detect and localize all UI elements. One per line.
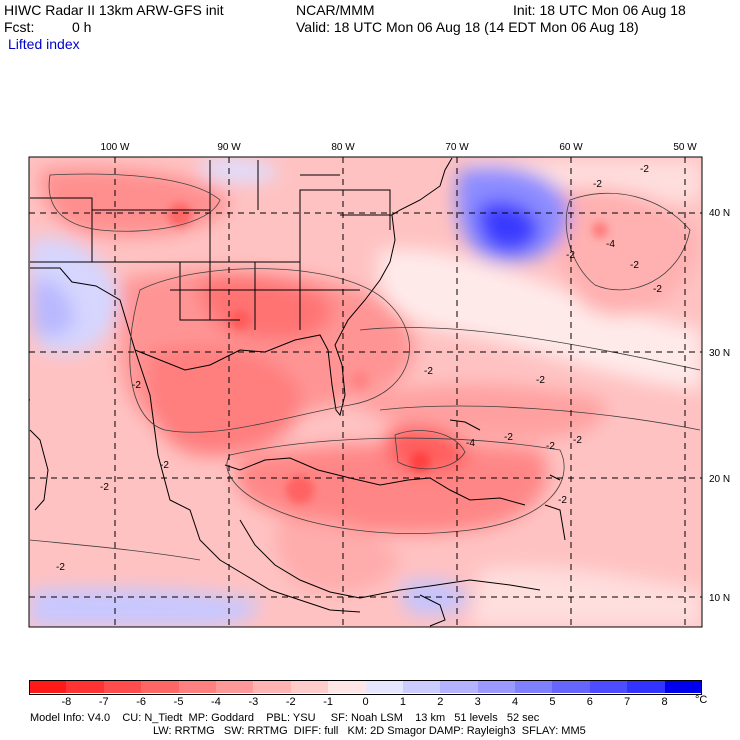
- contour-label: -2: [630, 260, 639, 271]
- org-label: NCAR/MMM: [296, 2, 375, 18]
- lat-lon-grid: [29, 157, 702, 627]
- model-title: HIWC Radar II 13km ARW-GFS init: [4, 2, 224, 18]
- fcst-value: 0 h: [72, 19, 92, 35]
- colorbar-tick-label: 3: [474, 696, 481, 708]
- contour-label: -2: [566, 250, 575, 261]
- contour-label: -2: [160, 460, 169, 471]
- colorbar-swatch: [253, 680, 292, 693]
- field-name: Lifted index: [8, 36, 80, 52]
- colorbar-swatch: [215, 680, 254, 693]
- lat-label: 20 N: [709, 474, 730, 485]
- colorbar-swatch: [477, 680, 516, 693]
- lon-label: 90 W: [217, 142, 241, 153]
- shaded-field: [29, 157, 702, 627]
- colorbar-swatch: [103, 680, 142, 693]
- colorbar-swatch: [290, 680, 329, 693]
- contour-label: -2: [424, 366, 433, 377]
- lat-labels: 40 N 30 N 20 N 10 N: [709, 208, 730, 604]
- contour-label: -2: [100, 482, 109, 493]
- colorbar-tick-label: 0: [362, 696, 369, 708]
- contour-label: -2: [653, 284, 662, 295]
- colorbar-tick-label: -8: [61, 696, 72, 708]
- contour-label: -2: [546, 441, 555, 452]
- colorbar-tick-label: 7: [624, 696, 631, 708]
- contour-label-group: -2 -2 -2 -2 -2 -4 -2 -2 -2 -4 -2 -2 -2 -…: [56, 164, 662, 573]
- colorbar-swatch: [552, 680, 591, 693]
- colorbar-swatch: [627, 680, 666, 693]
- colorbar-swatch: [29, 680, 67, 693]
- colorbar-swatch: [66, 680, 105, 693]
- colorbar-swatch: [440, 680, 479, 693]
- contour-label: -4: [606, 239, 615, 250]
- colorbar-swatch: [515, 680, 553, 693]
- contour-label: -2: [504, 432, 513, 443]
- colorbar-tick-label: 6: [586, 696, 593, 708]
- colorbar-swatch: [141, 680, 180, 693]
- lon-label: 80 W: [331, 142, 355, 153]
- colorbar-tick-label: -5: [173, 696, 184, 708]
- colorbar-tick-label: 1: [399, 696, 406, 708]
- colorbar-swatch: [664, 680, 703, 693]
- contour-label: -2: [558, 495, 567, 506]
- lon-label: 100 W: [101, 142, 130, 153]
- contour-label: -4: [466, 438, 475, 449]
- colorbar-border: [29, 680, 702, 695]
- valid-time: Valid: 18 UTC Mon 06 Aug 18 (14 EDT Mon …: [296, 19, 639, 35]
- colorbar-tick-label: -7: [98, 696, 109, 708]
- colorbar-tick-label: 2: [437, 696, 444, 708]
- lat-label: 30 N: [709, 348, 730, 359]
- lon-label: 50 W: [673, 142, 697, 153]
- contour-label: -2: [132, 380, 141, 391]
- lon-label: 70 W: [445, 142, 469, 153]
- lon-labels: 100 W 90 W 80 W 70 W 60 W 50 W: [101, 142, 698, 153]
- init-time: Init: 18 UTC Mon 06 Aug 18: [513, 2, 686, 18]
- lon-label: 60 W: [559, 142, 583, 153]
- fcst-label: Fcst:: [4, 19, 35, 35]
- colorbar-tick-label: 4: [511, 696, 519, 708]
- colorbar-unit: °C: [695, 694, 708, 706]
- colorbar-swatch: [402, 680, 441, 693]
- colorbar-swatch: [178, 680, 217, 693]
- colorbar-swatch: [589, 680, 628, 693]
- colorbar-swatch: [328, 680, 366, 693]
- colorbar-tick-label: -1: [323, 696, 333, 708]
- lat-label: 40 N: [709, 208, 730, 219]
- colorbar-tick-label: -4: [211, 696, 221, 708]
- colorbar-tick-label: -6: [136, 696, 147, 708]
- lat-label: 10 N: [709, 593, 730, 604]
- contour-label: -2: [640, 164, 649, 175]
- contour-label: -2: [536, 375, 545, 386]
- model-info-line2: LW: RRTMG SW: RRTMG DIFF: full KM: 2D Sm…: [153, 725, 586, 737]
- contour-label: -2: [56, 562, 65, 573]
- contour-label: -2: [573, 435, 582, 446]
- colorbar-tick-label: 5: [549, 696, 556, 708]
- colorbar-tick-label: -3: [248, 696, 259, 708]
- contours: [29, 173, 701, 561]
- contour-label: -2: [593, 179, 602, 190]
- colorbar-tick-label: -2: [285, 696, 296, 708]
- model-info-line1: Model Info: V4.0 CU: N_Tiedt MP: Goddard…: [30, 712, 540, 724]
- colorbar-swatch: [365, 680, 404, 693]
- map-frame: [28, 156, 703, 628]
- colorbar-tick-label: 8: [661, 696, 668, 708]
